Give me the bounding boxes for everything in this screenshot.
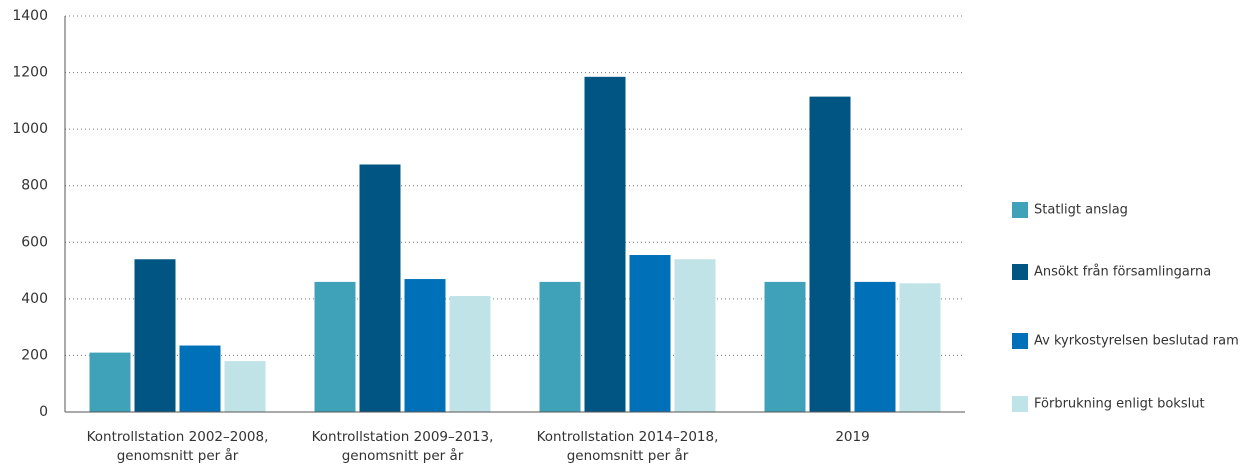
bar [539, 281, 581, 412]
y-tick-label: 400 [21, 291, 48, 307]
x-tick-label: Kontrollstation 2009–2013, genomsnitt pe… [311, 429, 494, 464]
y-tick-label: 0 [39, 404, 48, 420]
legend-swatch [1012, 333, 1028, 349]
bar [404, 279, 446, 412]
bar [359, 164, 401, 412]
bar [899, 283, 941, 412]
bar [449, 296, 491, 412]
bar [674, 259, 716, 412]
x-tick-label: Kontrollstation 2014–2018, genomsnitt pe… [536, 429, 719, 464]
legend-label: Förbrukning enligt bokslut [1034, 397, 1205, 412]
legend-swatch [1012, 264, 1028, 280]
x-tick-label: Kontrollstation 2002–2008, genomsnitt pe… [86, 429, 269, 464]
bar [584, 76, 626, 413]
legend-swatch [1012, 202, 1028, 218]
legend-label: Av kyrkostyrelsen beslutad ram [1034, 334, 1239, 349]
bar [809, 96, 851, 412]
y-tick-label: 1000 [12, 121, 48, 137]
bar [224, 361, 266, 412]
legend-label: Ansökt från församlingarna [1034, 265, 1211, 280]
bar [179, 345, 221, 412]
bar [764, 281, 806, 412]
bar [134, 259, 176, 412]
y-tick-label: 600 [21, 234, 48, 250]
bar [854, 281, 896, 412]
y-tick-label: 1200 [12, 65, 48, 81]
bar [629, 255, 671, 412]
y-tick-label: 800 [21, 178, 48, 194]
x-tick-label: 2019 [835, 429, 870, 445]
y-tick-label: 200 [21, 347, 48, 363]
bar [314, 281, 356, 412]
legend-swatch [1012, 396, 1028, 412]
legend-label: Statligt anslag [1034, 203, 1128, 218]
y-tick-label: 1400 [12, 8, 48, 24]
bar [89, 352, 131, 412]
